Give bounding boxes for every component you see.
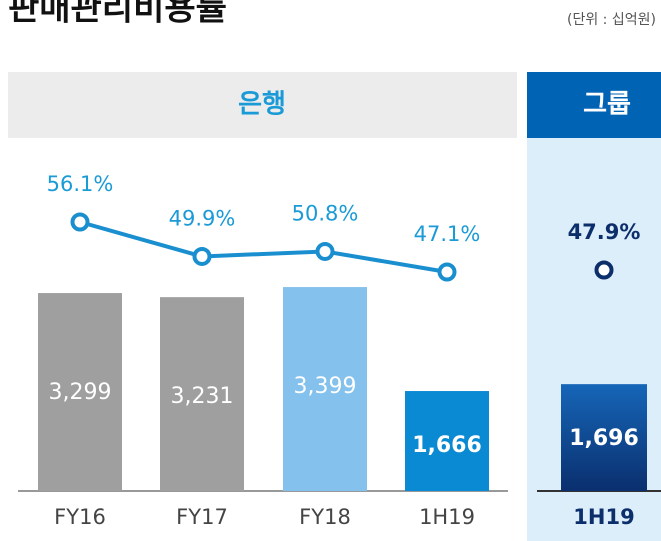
bar — [405, 391, 489, 491]
x-tick-label: FY18 — [299, 505, 351, 529]
ratio-marker — [594, 260, 614, 280]
panel-title: 은행 — [238, 90, 286, 120]
bar — [160, 297, 244, 491]
bar — [561, 384, 647, 491]
x-tick-label: FY17 — [176, 505, 228, 529]
ratio-marker — [315, 241, 335, 261]
panel-title: 그룹 — [583, 90, 631, 120]
ratio-label: 56.1% — [47, 172, 114, 196]
bar-label: 3,399 — [294, 374, 357, 399]
bank-header — [8, 72, 517, 138]
group-header — [527, 72, 661, 138]
bar — [283, 287, 367, 491]
x-tick-label: FY16 — [54, 505, 106, 529]
ratio-marker — [192, 246, 212, 266]
title: 판매관리비용률 — [8, 0, 227, 29]
ratio-label: 47.9% — [568, 220, 641, 244]
bar-label: 1,696 — [569, 426, 639, 451]
ratio-marker — [70, 212, 90, 232]
bar-label: 3,299 — [49, 380, 112, 405]
bar-label: 1,666 — [412, 433, 482, 458]
x-tick-label: 1H19 — [573, 505, 634, 529]
bar — [38, 293, 122, 491]
ratio-marker — [437, 262, 457, 282]
ratio-label: 50.8% — [292, 201, 359, 225]
ratio-line — [79, 220, 448, 274]
unit: (단위 : 십억원) — [567, 12, 656, 28]
bar-label: 3,231 — [171, 384, 234, 409]
x-tick-label: 1H19 — [419, 505, 475, 529]
ratio-label: 47.1% — [414, 222, 481, 246]
ratio-label: 49.9% — [169, 206, 236, 230]
